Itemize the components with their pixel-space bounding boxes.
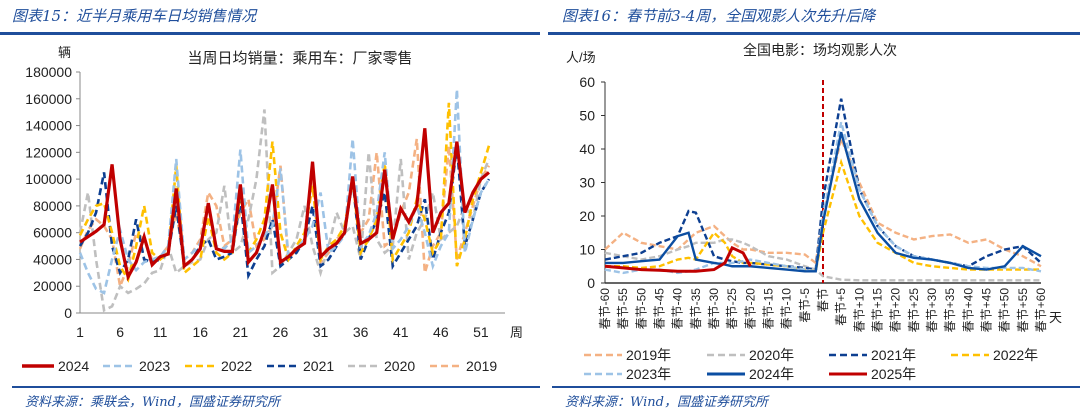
x-tick-label: 春节+20 [889, 288, 903, 333]
series-line-2020 [78, 109, 491, 313]
y-tick-label: 0 [64, 305, 72, 321]
x-tick-label: 春节-45 [653, 288, 667, 330]
x-axis-unit: 天 [1049, 310, 1062, 325]
right-header-rule [548, 32, 1080, 35]
x-tick-label: 春节+30 [925, 288, 939, 333]
x-tick-label: 春节-15 [762, 288, 776, 330]
x-tick-label: 春节-30 [707, 288, 721, 330]
series-line-2021 [78, 145, 491, 281]
right-footer-rule [552, 386, 1080, 388]
y-tick-label: 60 [579, 74, 595, 90]
x-tick-label: 春节-60 [598, 288, 612, 330]
x-tick-label: 51 [473, 324, 489, 340]
x-tick-label: 春节+50 [998, 288, 1012, 333]
x-tick-label: 11 [153, 324, 168, 340]
x-tick-label: 16 [192, 324, 208, 340]
series-line-2022 [78, 102, 491, 283]
left-header-rule [0, 32, 540, 35]
series-line-2025年 [604, 245, 752, 273]
x-tick-label: 春节 [816, 288, 830, 312]
series-line-2024年 [605, 131, 1042, 273]
x-tick-label: 春节-35 [689, 288, 703, 330]
left-source: 资料来源：乘联会，Wind，国盛证券研究所 [25, 395, 280, 410]
y-tick-label: 0 [587, 275, 595, 291]
y-tick-label: 160000 [25, 91, 72, 107]
x-tick-label: 31 [313, 324, 329, 340]
y-axis-unit: 人/场 [566, 50, 596, 65]
legend-label: 2023年 [626, 366, 671, 382]
x-tick-label: 春节-25 [725, 288, 739, 330]
legend-label: 2025年 [871, 366, 916, 382]
y-tick-label: 60000 [33, 225, 72, 241]
legend-label: 2019年 [626, 347, 671, 363]
x-tick-label: 46 [433, 324, 449, 340]
x-tick-label: 21 [233, 324, 249, 340]
x-tick-label: 春节-20 [743, 288, 757, 330]
legend-label: 2022 [221, 358, 252, 374]
x-tick-label: 41 [393, 324, 409, 340]
x-tick-label: 春节-50 [634, 288, 648, 330]
chart-title: 当周日均销量：乘用车：厂家零售 [187, 50, 412, 67]
y-tick-label: 10 [579, 242, 595, 258]
series-line-2019年 [604, 135, 1042, 268]
left-footer-rule [12, 386, 540, 388]
x-tick-label: 1 [76, 324, 84, 340]
legend-label: 2020 [384, 358, 415, 374]
y-axis-unit: 辆 [58, 45, 71, 60]
x-tick-label: 春节+60 [1034, 288, 1048, 333]
x-tick-label: 春节+45 [980, 288, 994, 333]
x-tick-label: 春节-40 [671, 288, 685, 330]
x-tick-label: 春节+5 [834, 288, 848, 326]
legend-label: 2021 [303, 358, 334, 374]
series-line-2020年 [604, 238, 1041, 282]
legend-label: 2020年 [749, 347, 794, 363]
legend-label: 2019 [466, 358, 497, 374]
y-tick-label: 30 [579, 175, 595, 191]
x-tick-label: 春节-55 [616, 288, 630, 330]
left-figure-header: 图表15：近半月乘用车日均销售情况 [12, 7, 257, 25]
x-tick-label: 春节-10 [780, 288, 794, 330]
y-tick-label: 100000 [25, 171, 72, 187]
right-figure-header: 图表16：春节前3-4周，全国观影人次先升后降 [562, 7, 876, 25]
y-tick-label: 140000 [25, 118, 72, 134]
series-line-2023 [78, 89, 491, 295]
chart-title: 全国电影：场均观影人次 [743, 42, 897, 58]
x-tick-label: 26 [273, 324, 289, 340]
legend-label: 2024年 [749, 366, 794, 382]
y-tick-label: 20000 [33, 278, 72, 294]
legend-label: 2023 [139, 358, 170, 374]
x-axis-unit: 周 [510, 325, 523, 340]
legend-label: 2024 [58, 358, 89, 374]
y-tick-label: 40 [579, 141, 595, 157]
y-tick-label: 50 [579, 108, 595, 124]
series-line-2024 [79, 128, 490, 282]
x-tick-label: 春节+40 [961, 288, 975, 333]
x-tick-label: 春节+35 [943, 288, 957, 333]
y-tick-label: 120000 [25, 144, 72, 160]
x-tick-label: 6 [116, 324, 124, 340]
y-tick-label: 40000 [33, 251, 72, 267]
legend-label: 2021年 [871, 347, 916, 363]
right-source: 资料来源：Wind，国盛证券研究所 [565, 395, 768, 410]
legend-label: 2022年 [993, 347, 1038, 363]
x-tick-label: 春节-5 [798, 288, 812, 323]
y-tick-label: 20 [579, 208, 595, 224]
x-tick-label: 春节+25 [907, 288, 921, 333]
x-tick-label: 春节+15 [871, 288, 885, 333]
y-tick-label: 180000 [25, 64, 72, 80]
x-tick-label: 春节+10 [852, 288, 866, 333]
y-tick-label: 80000 [33, 198, 72, 214]
x-tick-label: 春节+55 [1016, 288, 1030, 333]
x-tick-label: 36 [353, 324, 369, 340]
